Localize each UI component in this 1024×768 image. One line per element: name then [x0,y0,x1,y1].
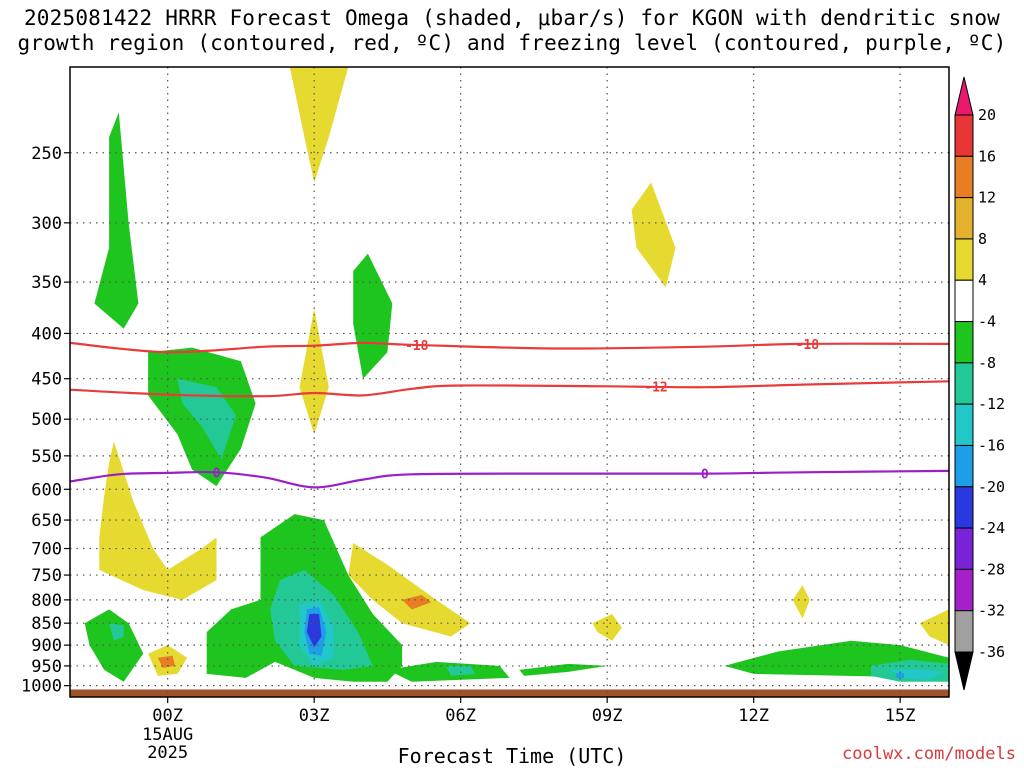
colorbar-label: -20 [978,478,1005,496]
colorbar-top-arrow [954,76,974,116]
colorbar-label: -28 [978,560,1005,578]
colorbar-label: 16 [978,147,996,165]
source-watermark: coolwx.com/models [842,744,1016,764]
colorbar-swatch [954,486,974,529]
chart-title-line-2: growth region (contoured, red, ºC) and f… [17,31,1007,55]
omega-region-14 [306,614,322,648]
colorbar-swatch [954,362,974,405]
colorbar-swatch [954,197,974,240]
y-tick-label: 1000 [21,677,62,697]
omega-region-0 [289,67,349,183]
colorbar-swatch [954,238,974,281]
colorbar-swatch [954,321,974,364]
colorbar-bottom-arrow [954,651,974,691]
ground-layer [70,689,949,697]
colorbar-swatch [954,279,974,323]
contour-line-0 [70,341,949,354]
colorbar-label: 12 [978,189,996,207]
y-tick-label: 950 [31,657,62,677]
omega-region-19 [387,661,510,682]
ground-strip [70,689,949,697]
y-tick-label: 800 [31,591,62,611]
colorbar-label: -24 [978,519,1005,537]
y-tick-label: 300 [31,214,62,234]
x-tick-sublabel: 2025 [147,743,188,763]
y-tick-label: 700 [31,540,62,560]
y-tick-label: 850 [31,614,62,634]
y-tick-label: 400 [31,324,62,344]
y-tick-label: 600 [31,480,62,500]
colorbar-swatch [954,527,974,570]
contour-line-1 [70,380,949,398]
contour-label: -18 [796,338,820,353]
y-tick-label: 750 [31,566,62,586]
colorbar-label: -12 [978,395,1005,413]
omega-region-16 [109,623,124,641]
colorbar-swatch [954,403,974,446]
omega-region-23 [792,585,810,619]
x-tick-label: 06Z [445,706,476,726]
omega-region-28 [896,673,905,678]
x-axis-label: Forecast Time (UTC) [397,744,627,768]
chart-title-line-1: 2025081422 HRRR Forecast Omega (shaded, … [23,6,1001,30]
omega-region-2 [299,308,329,435]
y-tick-label: 500 [31,410,62,430]
colorbar-legend: 20 16 12 8 4 -4 -8 -12 -16 -20 -24 -28 -32 -36 [954,76,1005,691]
omega-shading-layer [84,67,949,682]
omega-region-8 [348,543,471,637]
omega-region-9 [402,595,432,610]
colorbar-swatch [954,114,974,157]
colorbar-label: 20 [978,106,996,124]
y-tick-label: 450 [31,370,62,390]
y-axis: 2503003504004505005506006507007508008509… [21,144,70,697]
omega-region-18 [157,655,175,668]
y-tick-label: 650 [31,511,62,531]
contour-label: 0 [213,466,221,481]
omega-region-15 [84,609,144,682]
chart-title: 2025081422 HRRR Forecast Omega (shaded, … [0,6,1024,56]
colorbar-label: -4 [978,313,996,331]
x-tick-label: 03Z [299,706,330,726]
omega-region-24 [919,609,949,646]
colorbar-swatch [954,444,974,488]
contour-label: -12 [644,381,667,396]
y-tick-label: 550 [31,447,62,467]
x-tick-label: 00Z [152,706,183,726]
y-tick-label: 350 [31,273,62,293]
omega-region-3 [94,112,139,329]
colorbar-label: 4 [978,271,987,289]
x-tick-label: 12Z [738,706,769,726]
colorbar-swatch [954,610,974,653]
contour-line-2 [70,469,949,489]
contour-label: 0 [701,468,709,483]
colorbar-label: -8 [978,354,996,372]
y-tick-label: 250 [31,144,62,164]
omega-region-20 [446,665,476,676]
contour-layer: -18 -18 -12 0 0 [70,338,949,489]
colorbar-swatch [954,155,974,199]
y-tick-label: 900 [31,636,62,656]
omega-region-7 [99,441,217,600]
colorbar-label: -16 [978,436,1005,454]
colorbar-label: 8 [978,230,987,248]
omega-region-4 [353,253,393,379]
plot-frame [69,66,950,698]
omega-region-1 [631,182,676,288]
x-tick-label: 15Z [885,706,916,726]
x-tick-label: 09Z [592,706,623,726]
x-tick-sublabel: 15AUG [142,725,193,745]
omega-region-21 [519,663,608,676]
grid-lines [70,67,949,697]
colorbar-label: -36 [978,643,1005,661]
colorbar-swatch [954,568,974,612]
colorbar-label: -32 [978,602,1005,620]
contour-label: -18 [405,339,429,354]
